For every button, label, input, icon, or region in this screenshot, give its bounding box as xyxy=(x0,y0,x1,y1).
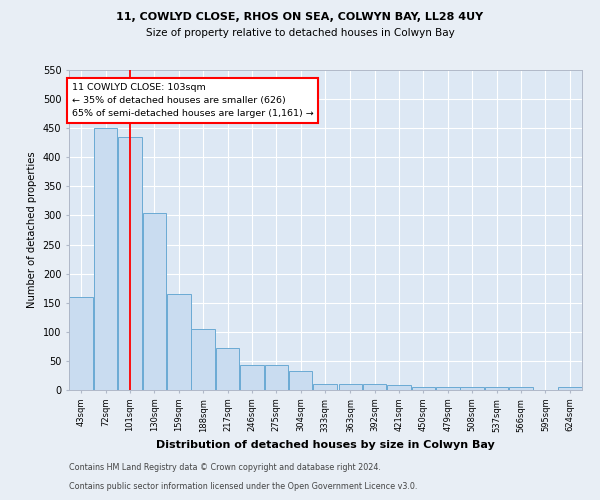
Bar xyxy=(216,348,239,390)
Bar xyxy=(167,294,191,390)
Bar xyxy=(485,387,508,390)
Bar xyxy=(289,372,313,390)
Text: 11 COWLYD CLOSE: 103sqm
← 35% of detached houses are smaller (626)
65% of semi-d: 11 COWLYD CLOSE: 103sqm ← 35% of detache… xyxy=(71,83,313,118)
X-axis label: Distribution of detached houses by size in Colwyn Bay: Distribution of detached houses by size … xyxy=(156,440,495,450)
Bar xyxy=(70,297,93,390)
Bar xyxy=(363,384,386,390)
Bar xyxy=(143,212,166,390)
Bar xyxy=(240,365,263,390)
Bar xyxy=(460,387,484,390)
Bar xyxy=(94,128,118,390)
Bar xyxy=(436,387,460,390)
Bar xyxy=(265,365,288,390)
Text: Contains public sector information licensed under the Open Government Licence v3: Contains public sector information licen… xyxy=(69,482,418,491)
Bar xyxy=(118,137,142,390)
Bar xyxy=(388,386,411,390)
Text: Size of property relative to detached houses in Colwyn Bay: Size of property relative to detached ho… xyxy=(146,28,454,38)
Bar xyxy=(191,329,215,390)
Bar xyxy=(509,387,533,390)
Bar xyxy=(412,387,435,390)
Bar xyxy=(338,384,362,390)
Text: 11, COWLYD CLOSE, RHOS ON SEA, COLWYN BAY, LL28 4UY: 11, COWLYD CLOSE, RHOS ON SEA, COLWYN BA… xyxy=(116,12,484,22)
Text: Contains HM Land Registry data © Crown copyright and database right 2024.: Contains HM Land Registry data © Crown c… xyxy=(69,464,381,472)
Y-axis label: Number of detached properties: Number of detached properties xyxy=(27,152,37,308)
Bar xyxy=(313,384,337,390)
Bar xyxy=(558,387,581,390)
